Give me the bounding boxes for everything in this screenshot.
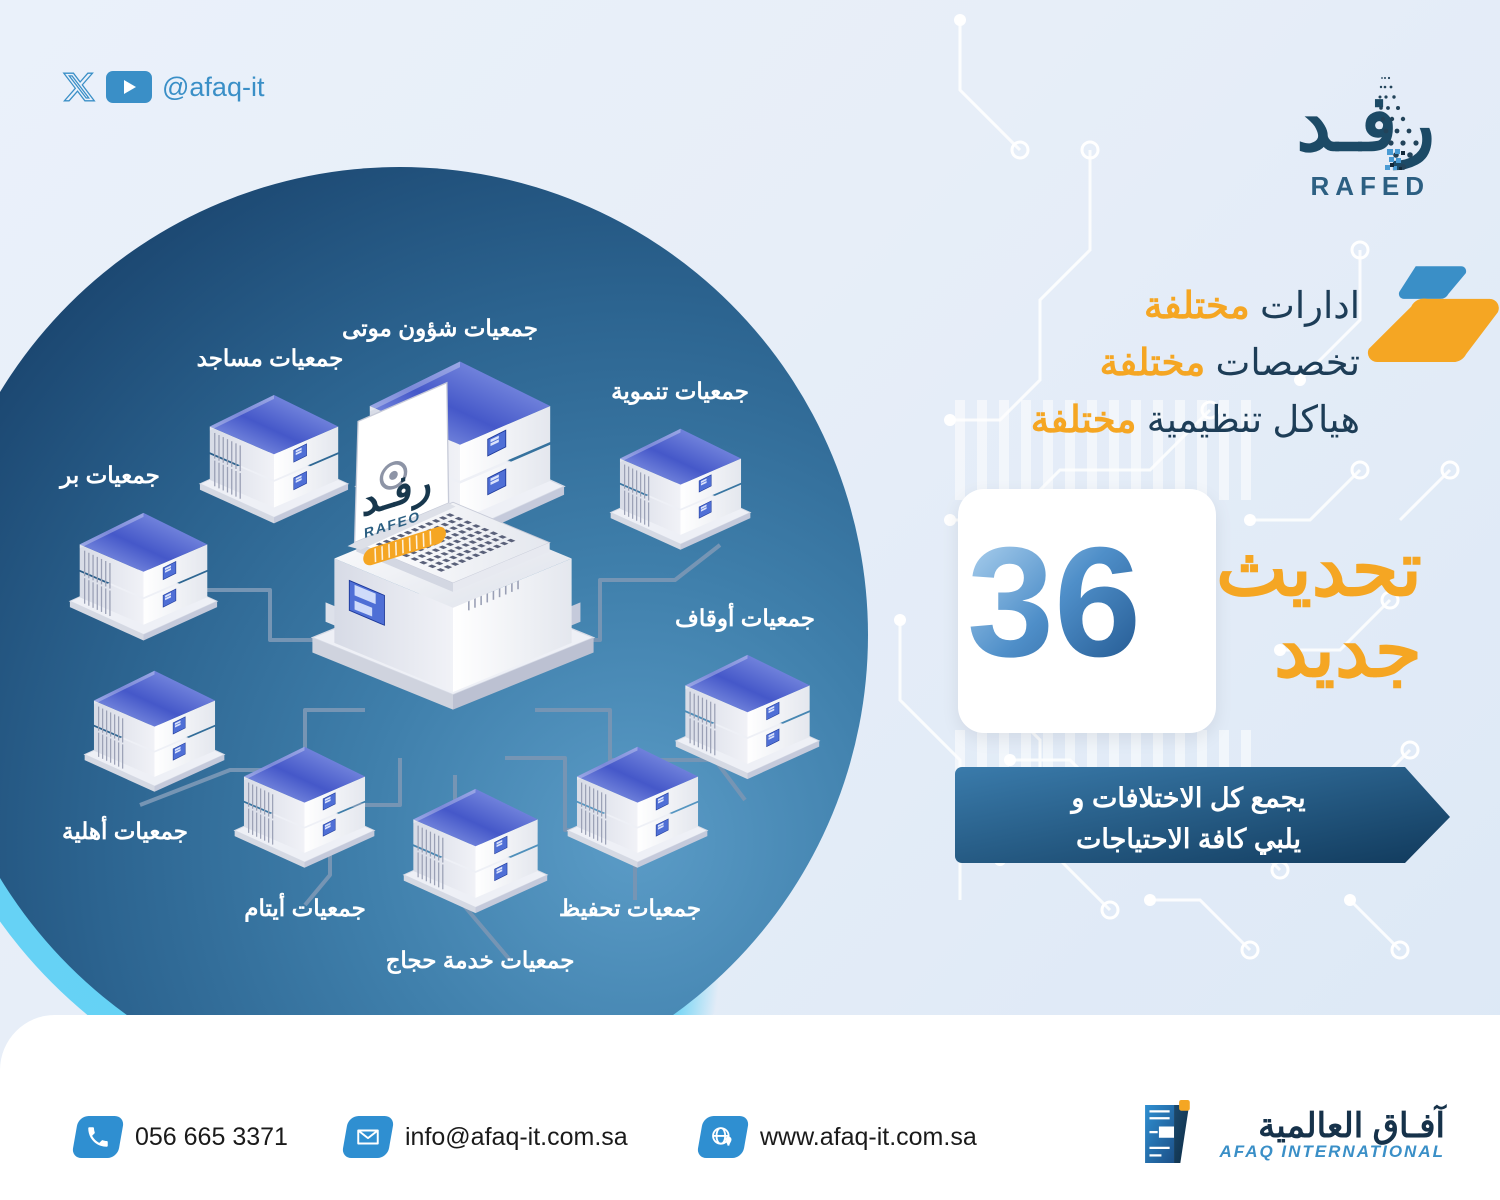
- svg-text:رفـد: رفـد: [1296, 79, 1435, 171]
- svg-text:36: 36: [967, 531, 1141, 690]
- svg-text:RAFED: RAFED: [1310, 171, 1430, 201]
